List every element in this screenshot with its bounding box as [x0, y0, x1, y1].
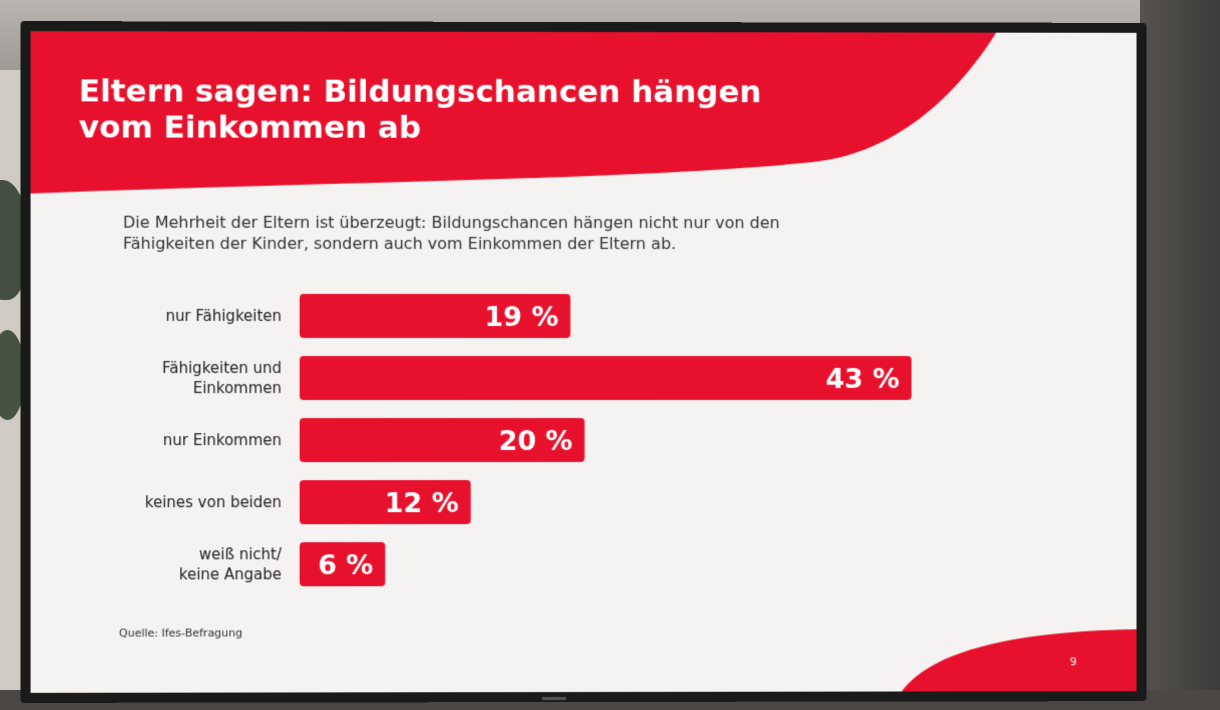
room-wall [1140, 0, 1220, 710]
page-number: 9 [1070, 655, 1077, 668]
monitor-brand-logo [542, 697, 566, 700]
corner-decoration [31, 31, 1137, 693]
presentation-slide: Eltern sagen: Bildungschancen hängen vom… [31, 31, 1137, 693]
monitor: Eltern sagen: Bildungschancen hängen vom… [21, 21, 1147, 703]
